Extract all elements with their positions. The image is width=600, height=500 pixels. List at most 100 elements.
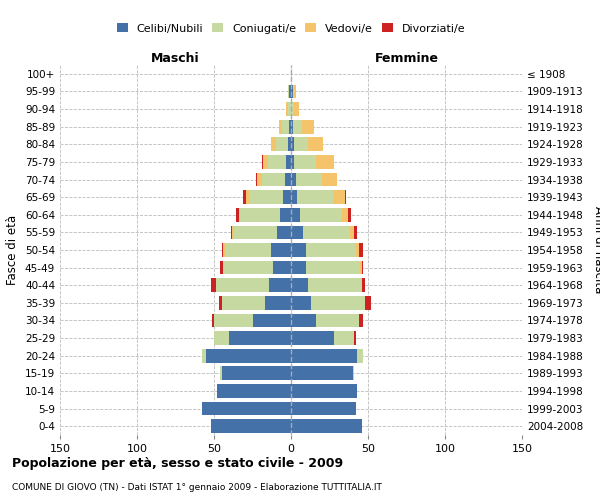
Bar — [293, 120, 302, 134]
Bar — [223, 260, 272, 274]
Bar — [354, 331, 356, 345]
Bar — [291, 314, 316, 328]
Bar — [283, 190, 291, 204]
Text: Femmine: Femmine — [374, 52, 439, 65]
Bar — [217, 384, 291, 398]
Bar — [307, 260, 360, 274]
Bar — [269, 278, 291, 292]
Bar — [278, 120, 282, 134]
Bar — [268, 155, 286, 169]
Bar — [294, 102, 299, 116]
Text: COMUNE DI GIOVO (TN) - Dati ISTAT 1° gennaio 2009 - Elaborazione TUTTITALIA.IT: COMUNE DI GIOVO (TN) - Dati ISTAT 1° gen… — [12, 482, 382, 492]
Bar — [232, 226, 234, 239]
Bar — [211, 420, 291, 433]
Bar — [354, 226, 357, 239]
Bar — [297, 190, 332, 204]
Bar — [291, 208, 300, 222]
Bar — [359, 314, 364, 328]
Bar — [360, 260, 362, 274]
Bar — [294, 138, 308, 151]
Bar — [291, 226, 304, 239]
Bar — [250, 190, 283, 204]
Bar — [263, 155, 268, 169]
Bar — [334, 331, 354, 345]
Bar — [308, 278, 362, 292]
Bar — [291, 190, 297, 204]
Bar — [357, 349, 364, 362]
Bar — [365, 296, 371, 310]
Bar — [353, 366, 354, 380]
Y-axis label: Fasce di età: Fasce di età — [7, 215, 19, 285]
Bar — [282, 120, 289, 134]
Bar — [311, 296, 365, 310]
Bar — [272, 260, 291, 274]
Bar — [286, 155, 291, 169]
Bar — [291, 243, 307, 257]
Bar — [302, 120, 314, 134]
Bar — [240, 208, 280, 222]
Bar — [307, 243, 356, 257]
Bar — [291, 120, 293, 134]
Bar — [275, 138, 288, 151]
Bar — [291, 84, 293, 98]
Bar — [291, 331, 334, 345]
Bar — [236, 208, 239, 222]
Y-axis label: Anni di nascita: Anni di nascita — [592, 206, 600, 294]
Bar — [304, 226, 350, 239]
Bar — [316, 314, 359, 328]
Bar — [206, 349, 291, 362]
Bar — [316, 155, 334, 169]
Bar — [253, 314, 291, 328]
Bar — [342, 208, 348, 222]
Bar — [285, 172, 291, 186]
Bar — [247, 190, 250, 204]
Bar — [362, 278, 365, 292]
Bar — [332, 190, 345, 204]
Bar — [308, 138, 323, 151]
Bar — [291, 172, 296, 186]
Bar — [291, 296, 311, 310]
Bar — [239, 208, 240, 222]
Bar — [229, 331, 291, 345]
Bar — [348, 208, 351, 222]
Bar — [222, 366, 291, 380]
Bar — [291, 420, 362, 433]
Bar — [288, 84, 289, 98]
Bar — [286, 102, 288, 116]
Bar — [291, 155, 294, 169]
Bar — [214, 314, 253, 328]
Bar — [265, 296, 291, 310]
Bar — [271, 138, 275, 151]
Bar — [271, 243, 291, 257]
Bar — [234, 226, 277, 239]
Bar — [291, 384, 357, 398]
Bar — [291, 138, 294, 151]
Bar — [212, 314, 214, 328]
Bar — [350, 226, 354, 239]
Bar — [294, 155, 316, 169]
Bar — [231, 226, 232, 239]
Bar — [362, 260, 364, 274]
Bar — [218, 296, 222, 310]
Bar — [291, 260, 307, 274]
Bar — [359, 243, 364, 257]
Text: Maschi: Maschi — [151, 52, 200, 65]
Text: Popolazione per età, sesso e stato civile - 2009: Popolazione per età, sesso e stato civil… — [12, 458, 343, 470]
Bar — [291, 278, 308, 292]
Bar — [220, 260, 223, 274]
Bar — [288, 138, 291, 151]
Bar — [296, 172, 322, 186]
Bar — [223, 243, 225, 257]
Bar — [322, 172, 337, 186]
Bar — [202, 349, 206, 362]
Bar — [291, 349, 357, 362]
Bar — [211, 278, 215, 292]
Bar — [345, 190, 346, 204]
Bar — [215, 278, 269, 292]
Bar — [257, 172, 262, 186]
Bar — [356, 243, 359, 257]
Legend: Celibi/Nubili, Coniugati/e, Vedovi/e, Divorziati/e: Celibi/Nubili, Coniugati/e, Vedovi/e, Di… — [112, 19, 470, 38]
Bar — [243, 190, 247, 204]
Bar — [294, 84, 296, 98]
Bar — [291, 366, 353, 380]
